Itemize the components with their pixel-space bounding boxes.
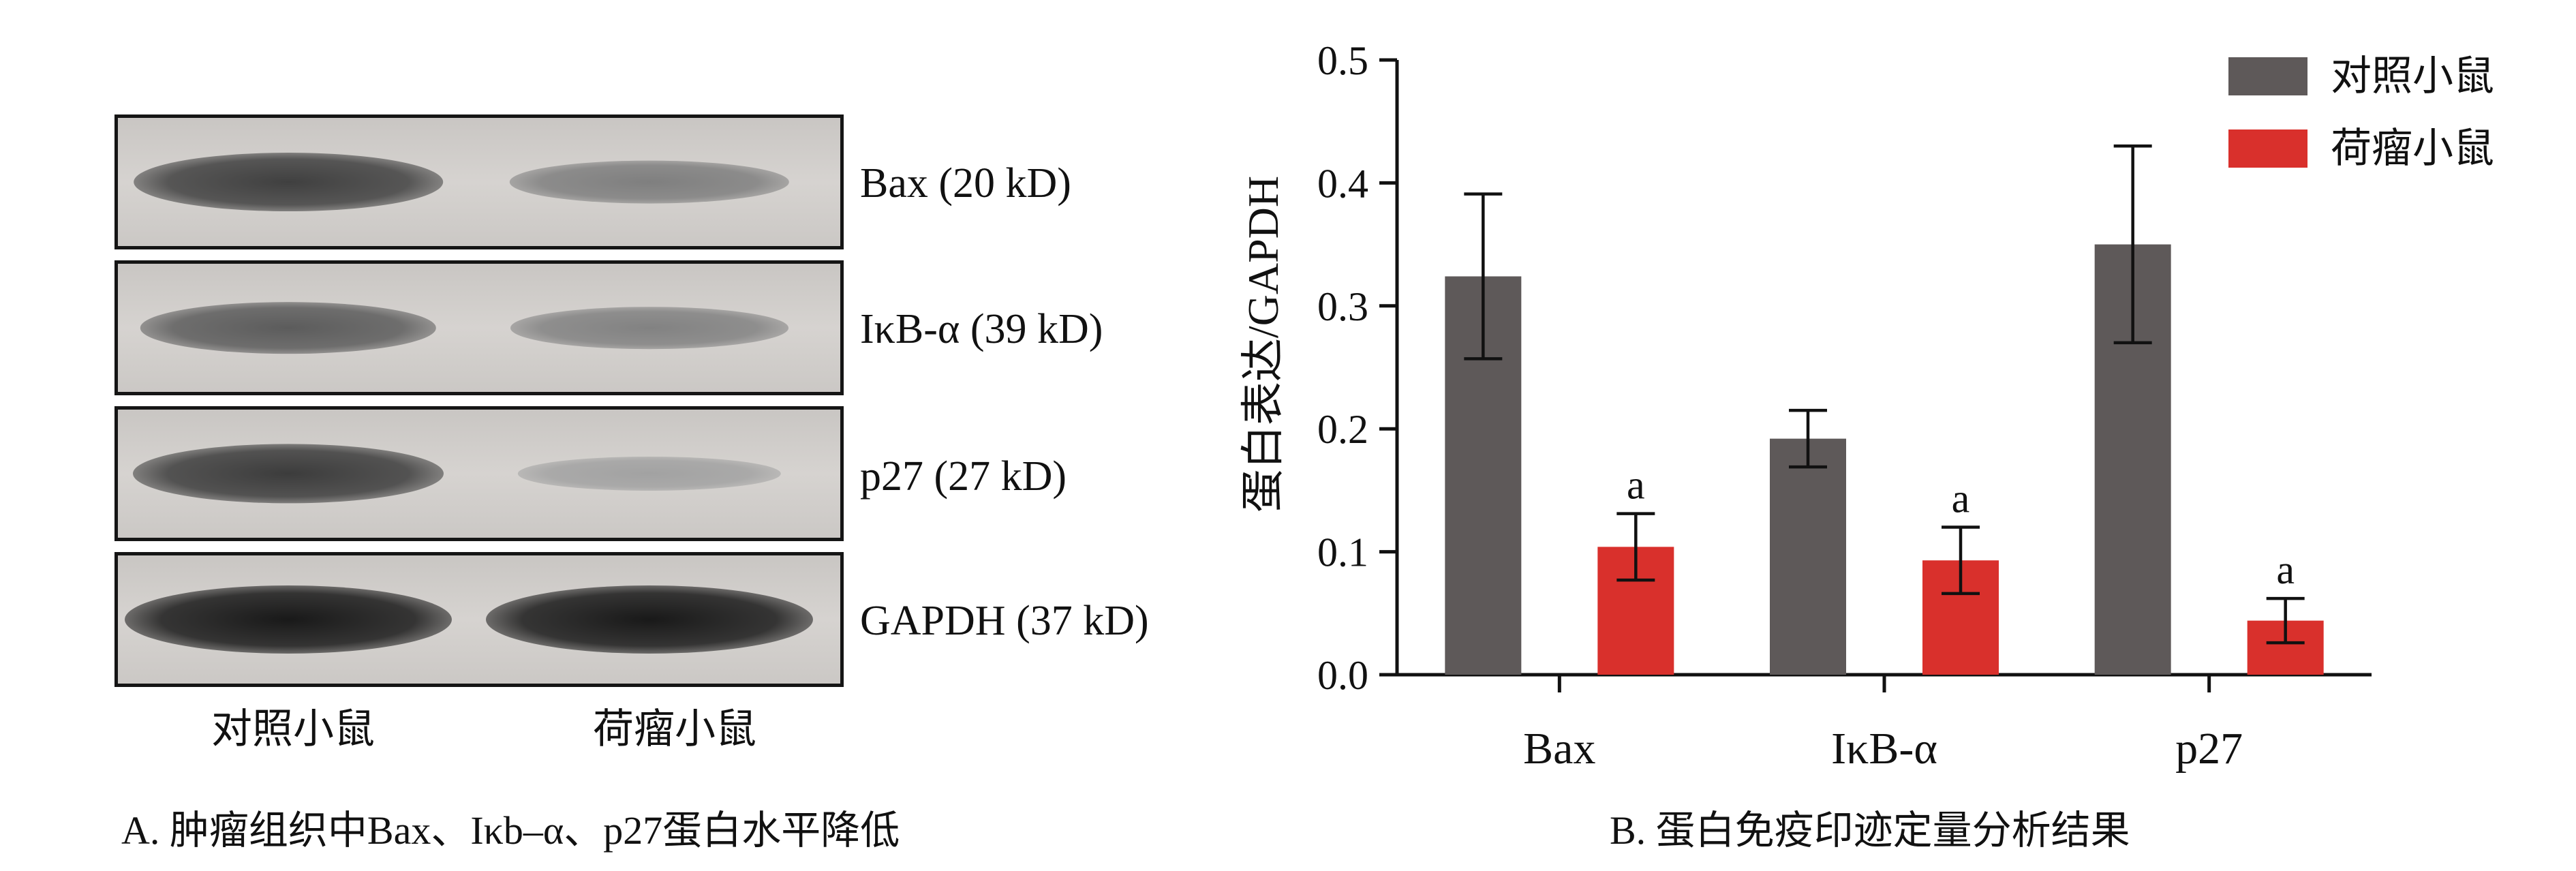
y-tick-label: 0.2 <box>1317 407 1368 452</box>
band-control <box>134 153 443 211</box>
significance-label: a <box>2276 547 2295 592</box>
band-tumor <box>509 160 790 204</box>
legend-label: 对照小鼠 <box>2331 54 2494 99</box>
significance-label: a <box>1952 476 1970 521</box>
band-control <box>133 444 444 504</box>
y-tick-label: 0.1 <box>1317 530 1368 575</box>
band-tumor <box>517 456 782 491</box>
legend-label: 荷瘤小鼠 <box>2331 126 2494 171</box>
band-label-bax: Bax (20 kD) <box>860 160 1071 207</box>
chart-axes: 0.0 0.1 0.2 0.3 0.4 0.5 Bax IκB-α p27 <box>1317 38 2372 774</box>
y-axis-label: 蛋白表达/GAPDH <box>1239 176 1287 513</box>
bar <box>1770 438 1846 675</box>
blot-row-bax <box>114 114 844 249</box>
band-label-gapdh: GAPDH (37 kD) <box>860 598 1149 644</box>
band-label-ikb-alpha: IκB-α (39 kD) <box>860 306 1103 352</box>
caption-panel-b: B. 蛋白免疫印迹定量分析结果 <box>1610 808 2130 853</box>
y-tick-label: 0.3 <box>1317 284 1368 329</box>
band-tumor <box>510 307 788 349</box>
blot-row-ikb-alpha <box>114 260 844 395</box>
x-tick-label: Bax <box>1523 724 1595 774</box>
band-control <box>140 302 437 354</box>
chart-bars: a a a <box>1445 144 2324 675</box>
caption-panel-a: A. 肿瘤组织中Bax、Iκb–α、p27蛋白水平降低 <box>121 808 900 853</box>
y-tick-label: 0.5 <box>1317 38 1368 83</box>
lane-label-control: 对照小鼠 <box>211 707 375 752</box>
band-tumor <box>486 585 813 654</box>
lane-label-tumor: 荷瘤小鼠 <box>593 707 756 752</box>
legend-swatch <box>2228 129 2307 168</box>
western-blot-panel: Bax (20 kD) IκB-α (39 kD) p27 (27 kD) GA… <box>0 0 1213 871</box>
blot-row-p27 <box>114 406 844 541</box>
y-tick-label: 0.4 <box>1317 161 1368 206</box>
bar-chart: 0.0 0.1 0.2 0.3 0.4 0.5 Bax IκB-α p27 a a a 对照小鼠荷瘤… <box>1239 38 2494 774</box>
band-label-p27: p27 (27 kD) <box>860 453 1067 500</box>
x-tick-label: p27 <box>2175 724 2243 774</box>
significance-label: a <box>1627 463 1645 508</box>
blot-row-gapdh <box>114 552 844 687</box>
y-tick-label: 0.0 <box>1317 653 1368 698</box>
x-tick-label: IκB-α <box>1831 724 1937 774</box>
band-control <box>125 585 452 654</box>
legend-swatch <box>2228 57 2307 95</box>
